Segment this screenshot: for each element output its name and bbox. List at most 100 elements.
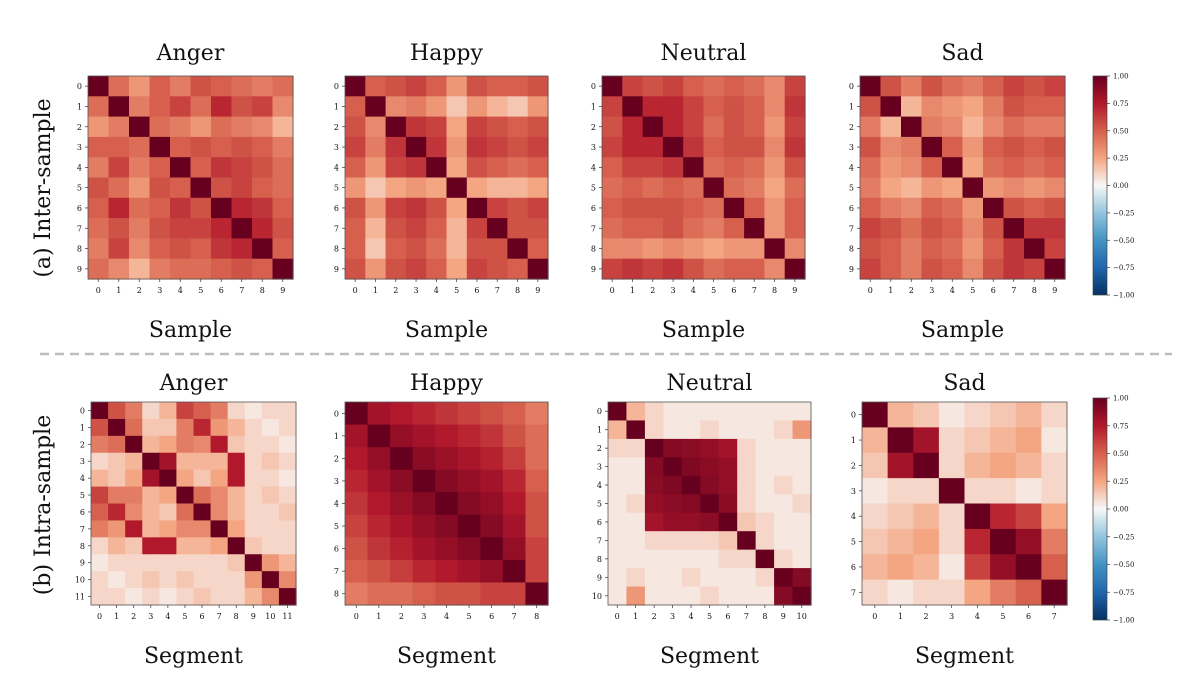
heatmap-cell bbox=[681, 512, 701, 532]
heatmap-cell bbox=[983, 218, 1005, 239]
heatmap-panel: Anger 0 1 2 3 4 5 6 7 8 9 0 1 2 3 4 5 6 7 8 9 Sample bbox=[77, 41, 294, 343]
heatmap-cell bbox=[784, 238, 806, 260]
x-tick-label: 5 bbox=[1000, 612, 1005, 621]
heatmap-cell bbox=[385, 258, 407, 280]
heatmap-cell bbox=[365, 197, 387, 219]
heatmap-cell bbox=[764, 76, 786, 97]
heatmap-cell bbox=[1015, 452, 1042, 479]
colorbar-tick-label: −1.00 bbox=[1113, 292, 1134, 300]
heatmap-panel: Sad 0 1 2 3 4 5 6 7 0 1 2 3 4 5 6 7 Segment bbox=[851, 371, 1068, 669]
heatmap-cell bbox=[1024, 218, 1046, 239]
heatmap-cell bbox=[125, 486, 143, 505]
heatmap-cell bbox=[862, 478, 889, 505]
y-tick-label: 0 bbox=[77, 82, 82, 91]
heatmap-cell bbox=[244, 588, 263, 606]
x-tick-label: 4 bbox=[950, 286, 955, 295]
heatmap-cell bbox=[901, 76, 923, 97]
heatmap-cell bbox=[774, 457, 794, 477]
heatmap-cell bbox=[662, 96, 684, 118]
y-tick-label: 1 bbox=[591, 102, 596, 111]
heatmap-cell bbox=[129, 177, 151, 199]
heatmap-cell bbox=[278, 571, 297, 589]
heatmap-cell bbox=[901, 136, 923, 158]
y-tick-label: 7 bbox=[851, 588, 856, 597]
y-tick-label: 1 bbox=[849, 102, 854, 111]
heatmap-cell bbox=[703, 136, 725, 158]
heatmap-cell bbox=[211, 177, 233, 199]
heatmap-cell bbox=[426, 96, 448, 118]
heatmap-cell bbox=[125, 503, 143, 522]
heatmap-cell bbox=[108, 238, 130, 260]
heatmap-cell bbox=[227, 554, 246, 572]
heatmap-cell bbox=[480, 424, 504, 448]
heatmap-cell bbox=[622, 238, 644, 260]
heatmap-cell bbox=[644, 531, 664, 551]
heatmap-cell bbox=[608, 512, 628, 532]
y-tick-label: 3 bbox=[597, 463, 602, 472]
heatmap-cell bbox=[942, 116, 964, 138]
heatmap-cell bbox=[764, 258, 786, 280]
y-tick-label: 2 bbox=[334, 123, 339, 132]
heatmap-cell bbox=[718, 549, 738, 569]
heatmap-frame bbox=[344, 75, 549, 280]
heatmap-cell bbox=[211, 136, 233, 158]
heatmap-cell bbox=[211, 197, 233, 219]
y-tick-label: 8 bbox=[334, 590, 339, 599]
heatmap-cell bbox=[142, 402, 160, 420]
heatmap-cell bbox=[938, 478, 966, 505]
heatmap-cell bbox=[365, 136, 387, 158]
y-tick-label: 0 bbox=[849, 82, 854, 91]
heatmap-cell bbox=[149, 238, 171, 260]
heatmap-cell bbox=[784, 76, 806, 97]
heatmap-cell bbox=[622, 76, 644, 97]
heatmap-cell bbox=[774, 531, 794, 551]
heatmap-cell bbox=[683, 238, 705, 260]
heatmap-cell bbox=[942, 197, 964, 219]
heatmap-cell bbox=[272, 157, 294, 179]
heatmap-cell bbox=[88, 258, 110, 280]
heatmap-cell bbox=[962, 177, 984, 199]
y-tick-label: 1 bbox=[597, 426, 602, 435]
heatmap-cell bbox=[405, 136, 427, 158]
heatmap-cell bbox=[744, 116, 765, 138]
heatmap-cell bbox=[190, 258, 212, 280]
heatmap-cell bbox=[405, 258, 427, 280]
x-tick-label: 2 bbox=[909, 286, 914, 295]
x-tick-label: 5 bbox=[182, 612, 187, 621]
heatmap-cell bbox=[244, 402, 263, 420]
heatmap-cell bbox=[244, 452, 263, 471]
heatmap-cell bbox=[466, 197, 488, 219]
heatmap-cell bbox=[744, 218, 765, 239]
heatmap-cell bbox=[142, 469, 160, 488]
y-tick-label: 2 bbox=[591, 123, 596, 132]
heatmap-cell bbox=[942, 177, 964, 199]
heatmap-cell bbox=[390, 514, 414, 538]
heatmap-cell bbox=[272, 238, 294, 260]
heatmap-cell bbox=[700, 531, 720, 551]
heatmap-cell bbox=[227, 469, 246, 488]
heatmap-cell bbox=[962, 238, 984, 260]
heatmap-cell bbox=[983, 157, 1005, 179]
heatmap-cell bbox=[159, 402, 178, 420]
heatmap-cell bbox=[913, 528, 940, 555]
heatmap-cell bbox=[129, 136, 151, 158]
heatmap-cell bbox=[681, 438, 701, 458]
heatmap-cell bbox=[261, 469, 280, 488]
x-tick-label: 2 bbox=[924, 612, 929, 621]
heatmap-cell bbox=[125, 402, 143, 420]
colorbar-tick-label: −0.75 bbox=[1113, 264, 1134, 272]
x-tick-label: 9 bbox=[535, 286, 540, 295]
heatmap-cell bbox=[91, 486, 109, 505]
heatmap-cell bbox=[608, 475, 628, 495]
y-tick-label: 2 bbox=[849, 123, 854, 132]
heatmap-cell bbox=[1044, 157, 1066, 179]
y-tick-label: 5 bbox=[334, 184, 339, 193]
heatmap-cell bbox=[176, 503, 195, 522]
x-axis-label: Sample bbox=[662, 318, 745, 343]
heatmap-cell bbox=[663, 549, 683, 569]
heatmap-cell bbox=[446, 136, 468, 158]
heatmap-cell bbox=[261, 452, 280, 471]
heatmap-cell bbox=[1015, 528, 1042, 555]
heatmap-cell bbox=[435, 424, 459, 448]
heatmap-cell bbox=[784, 157, 806, 179]
